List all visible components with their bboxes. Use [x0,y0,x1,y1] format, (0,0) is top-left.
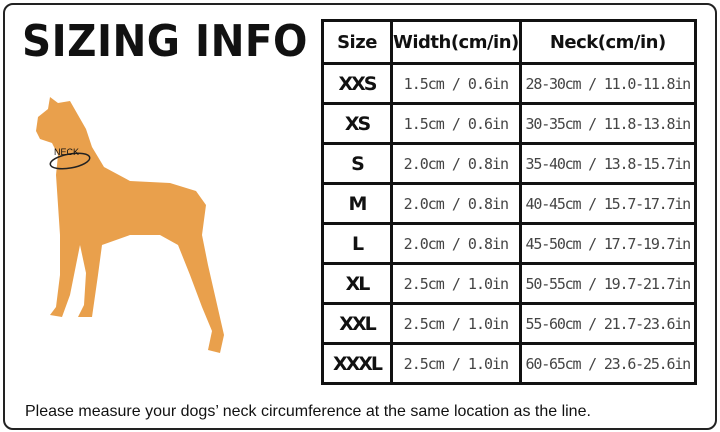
width-cell: 2.5cm / 1.0in [390,342,522,385]
measurement-note: Please measure your dogs’ neck circumfer… [25,403,591,420]
size-chart-table: Size Width(cm/in) Neck(cm/in) XXS 1.5cm /… [321,19,697,385]
neck-cell: 45-50cm / 17.7-19.7in [518,222,697,265]
width-cell: 2.0cm / 0.8in [390,182,522,225]
dog-silhouette [36,97,224,353]
page-title: SIZING INFO [22,16,308,67]
size-cell: XL [321,262,393,305]
table-row: XXXL 2.5cm / 1.0in 60-65cm / 23.6-25.6in [321,342,697,385]
width-cell: 1.5cm / 0.6in [390,102,522,145]
neck-cell: 28-30cm / 11.0-11.8in [518,62,697,105]
neck-label: NECK [54,147,79,157]
size-cell: L [321,222,393,265]
size-cell: XS [321,102,393,145]
header-size: Size [321,19,393,65]
neck-cell: 30-35cm / 11.8-13.8in [518,102,697,145]
table-row: XL 2.5cm / 1.0in 50-55cm / 19.7-21.7in [321,262,697,305]
width-cell: 2.5cm / 1.0in [390,262,522,305]
size-cell: S [321,142,393,185]
size-cell: M [321,182,393,225]
table-row: XS 1.5cm / 0.6in 30-35cm / 11.8-13.8in [321,102,697,145]
width-cell: 1.5cm / 0.6in [390,62,522,105]
neck-cell: 60-65cm / 23.6-25.6in [518,342,697,385]
neck-cell: 55-60cm / 21.7-23.6in [518,302,697,345]
size-cell: XXL [321,302,393,345]
frame-border [3,3,717,430]
neck-cell: 35-40cm / 13.8-15.7in [518,142,697,185]
size-cell: XXS [321,62,393,105]
width-cell: 2.5cm / 1.0in [390,302,522,345]
neck-cell: 50-55cm / 19.7-21.7in [518,262,697,305]
table-row: M 2.0cm / 0.8in 40-45cm / 15.7-17.7in [321,182,697,225]
neck-cell: 40-45cm / 15.7-17.7in [518,182,697,225]
table-row: S 2.0cm / 0.8in 35-40cm / 13.8-15.7in [321,142,697,185]
width-cell: 2.0cm / 0.8in [390,142,522,185]
table-row: XXL 2.5cm / 1.0in 55-60cm / 21.7-23.6in [321,302,697,345]
header-neck: Neck(cm/in) [518,19,697,65]
header-width: Width(cm/in) [390,19,522,65]
width-cell: 2.0cm / 0.8in [390,222,522,265]
size-cell: XXXL [321,342,393,385]
neck-line [49,152,91,170]
table-header-row: Size Width(cm/in) Neck(cm/in) [321,19,697,65]
table-row: L 2.0cm / 0.8in 45-50cm / 17.7-19.7in [321,222,697,265]
table-row: XXS 1.5cm / 0.6in 28-30cm / 11.0-11.8in [321,62,697,105]
dog-illustration: NECK [36,97,224,353]
